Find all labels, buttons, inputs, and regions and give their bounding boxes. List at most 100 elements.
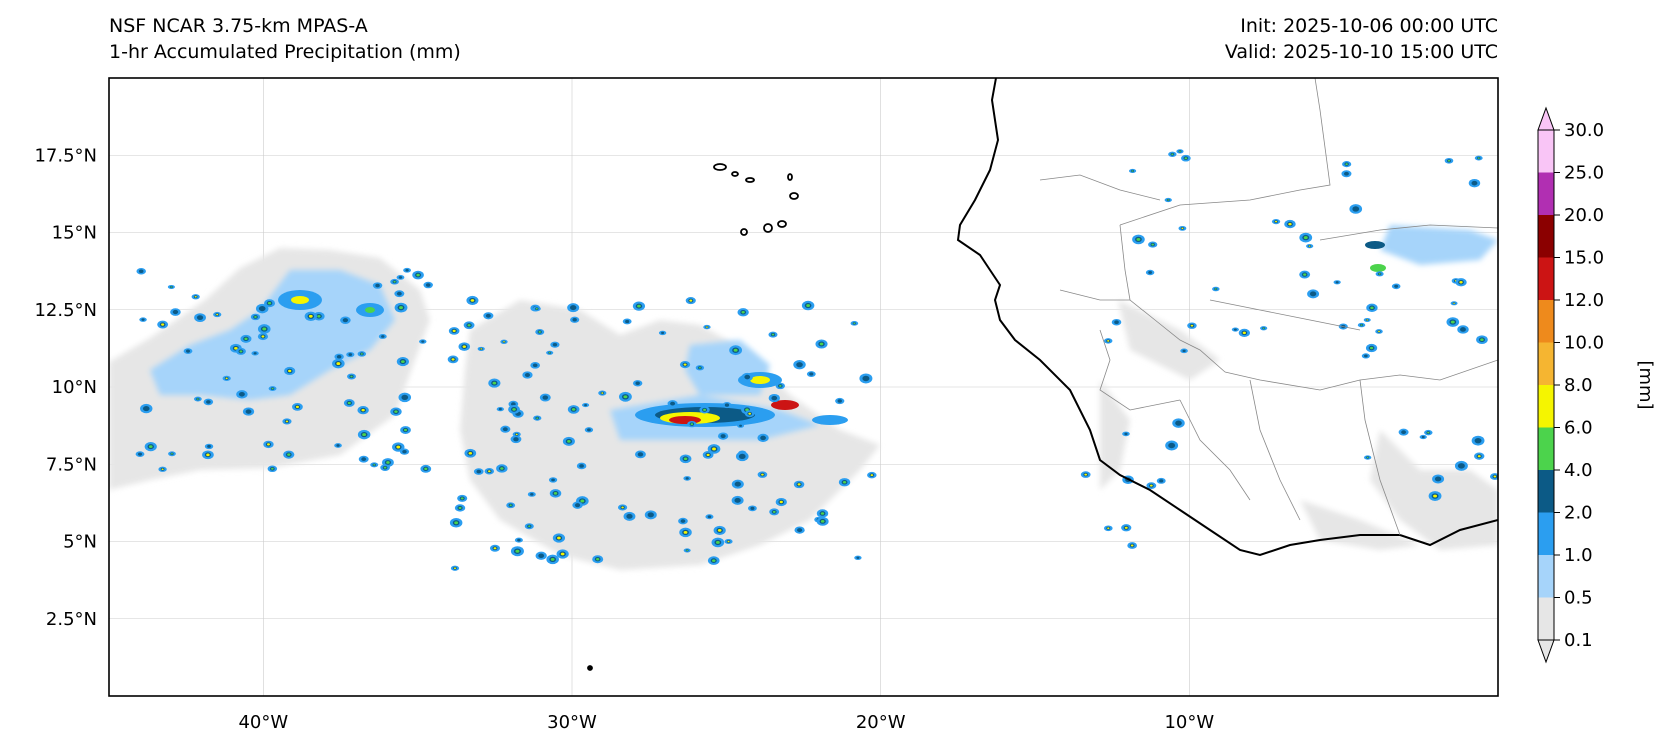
map-frame [108, 77, 1499, 697]
precip-cell-peak [1369, 346, 1374, 350]
precip-cell-core [570, 305, 577, 311]
precip-cell-peak [488, 470, 491, 473]
colorbar-extend-high [1537, 106, 1555, 131]
precip-cell-peak [703, 408, 707, 411]
precip-cell-core [1457, 463, 1465, 469]
precip-cell-peak [623, 395, 628, 399]
precip-cell-peak [216, 313, 219, 316]
precip-cell-core [141, 318, 145, 321]
precip-cell-core [744, 374, 751, 380]
precip-cell-core [258, 305, 266, 312]
field-name: 1-hr Accumulated Precipitation (mm) [109, 41, 461, 63]
precip-cell-peak [462, 345, 466, 348]
precip-cell-peak [267, 302, 272, 305]
precip-cell-peak [1370, 306, 1374, 310]
lat-tick-label: 17.5°N [34, 145, 97, 166]
precip-cell-peak [161, 323, 165, 326]
precip-cell-peak [557, 536, 561, 540]
colorbar-tick-label: 30.0 [1564, 120, 1604, 141]
precip-cell-peak [492, 381, 497, 385]
precip-cell-peak [748, 412, 752, 415]
precip-cell-core [1352, 206, 1360, 212]
precip-cell-core [336, 355, 342, 359]
precip-cell-peak [1480, 338, 1484, 341]
precip-cell-core [796, 362, 803, 368]
precip-cell-peak [1427, 431, 1430, 434]
precip-cell-core [336, 444, 340, 447]
precip-cell-peak [637, 304, 641, 308]
precip-cell-peak [1493, 475, 1497, 478]
precip-cell-peak [683, 363, 687, 366]
precip-scattered-cells [135, 149, 1498, 571]
precip-cell-core [1471, 180, 1478, 186]
precip-cell-core [1182, 349, 1186, 353]
colorbar-tick-label: 6.0 [1564, 418, 1593, 439]
colorbar-extend-low [1537, 639, 1555, 664]
precip-cell-peak [288, 369, 292, 373]
precip-cell-peak [396, 445, 401, 449]
time-info: Init: 2025-10-06 00:00 UTC Valid: 2025-1… [1225, 13, 1498, 65]
precip-cell-core [186, 349, 191, 353]
precip-cell-core [587, 428, 591, 432]
precip-cell-peak [1345, 163, 1348, 166]
precip-cell-peak [1453, 302, 1455, 304]
precip-cell-peak [683, 530, 688, 534]
precip-cell-peak [528, 525, 531, 528]
precip-cell-core [517, 538, 521, 542]
precip-cell-core [661, 331, 665, 335]
precip-cell-peak [842, 480, 847, 484]
precip-cell-core [1159, 479, 1164, 483]
precip-cell-core [579, 464, 584, 468]
precip-cell-peak [317, 315, 321, 318]
precip-cell-peak [1477, 157, 1480, 159]
precip-cell-peak [1190, 324, 1194, 327]
lat-tick-label: 2.5°N [46, 609, 97, 630]
precip-cell-peak [1308, 245, 1311, 247]
precip-heavy-cells [278, 241, 1386, 427]
precip-cell-peak [706, 453, 710, 457]
colorbar-tick-label: 0.1 [1564, 630, 1593, 651]
precip-cell-core [381, 335, 385, 338]
colorbar-segment [1538, 512, 1554, 555]
precip-cell-peak [715, 540, 720, 544]
precip-cell-peak [1303, 236, 1308, 240]
colorbar-segment [1538, 342, 1554, 385]
precip-cell-core [797, 528, 803, 533]
precip-cell-peak [550, 557, 555, 561]
precip-cell-peak [1242, 331, 1246, 335]
precip-cell-peak [1366, 456, 1369, 459]
precip-cell-peak [1084, 473, 1088, 476]
precip-cell-core [637, 452, 644, 457]
lat-tick-label: 5°N [63, 532, 97, 553]
colorbar-tick-label: 4.0 [1564, 460, 1593, 481]
precip-cell-peak [452, 329, 456, 333]
precip-cell-peak [1262, 327, 1265, 329]
precip-cell-core [734, 481, 741, 487]
precip-cell-peak [690, 423, 694, 426]
precip-cell-core [425, 283, 431, 287]
precip-cell-core [206, 400, 211, 404]
precip-cell-core [396, 291, 402, 296]
valid-time: Valid: 2025-10-10 15:00 UTC [1224, 41, 1498, 63]
precip-cell-peak [515, 433, 518, 436]
precip-cell-peak [870, 474, 874, 477]
precip-cell-peak [538, 331, 541, 333]
precip-cell-peak [295, 405, 299, 409]
precip-cell-peak [1477, 455, 1481, 458]
precip-cell-peak [194, 295, 197, 298]
precip-cell-peak [698, 366, 701, 369]
precip-cell-peak [571, 408, 576, 411]
precip-cell-peak [148, 445, 153, 449]
precip-cell-peak [1303, 273, 1307, 276]
lon-tick-label: 20°W [856, 712, 906, 733]
precip-cell-peak [853, 322, 856, 325]
precip-cell-peak [712, 559, 716, 562]
precip-cell-core [530, 492, 534, 496]
precip-cell-peak [567, 439, 571, 443]
precip-cell-peak [1130, 544, 1134, 547]
precip-cell-core [1114, 320, 1119, 325]
precip-cell-peak [1167, 199, 1170, 201]
precip-cell-peak [741, 311, 745, 314]
colorbar-segment [1538, 257, 1554, 300]
precip-cell-core [1233, 328, 1237, 331]
